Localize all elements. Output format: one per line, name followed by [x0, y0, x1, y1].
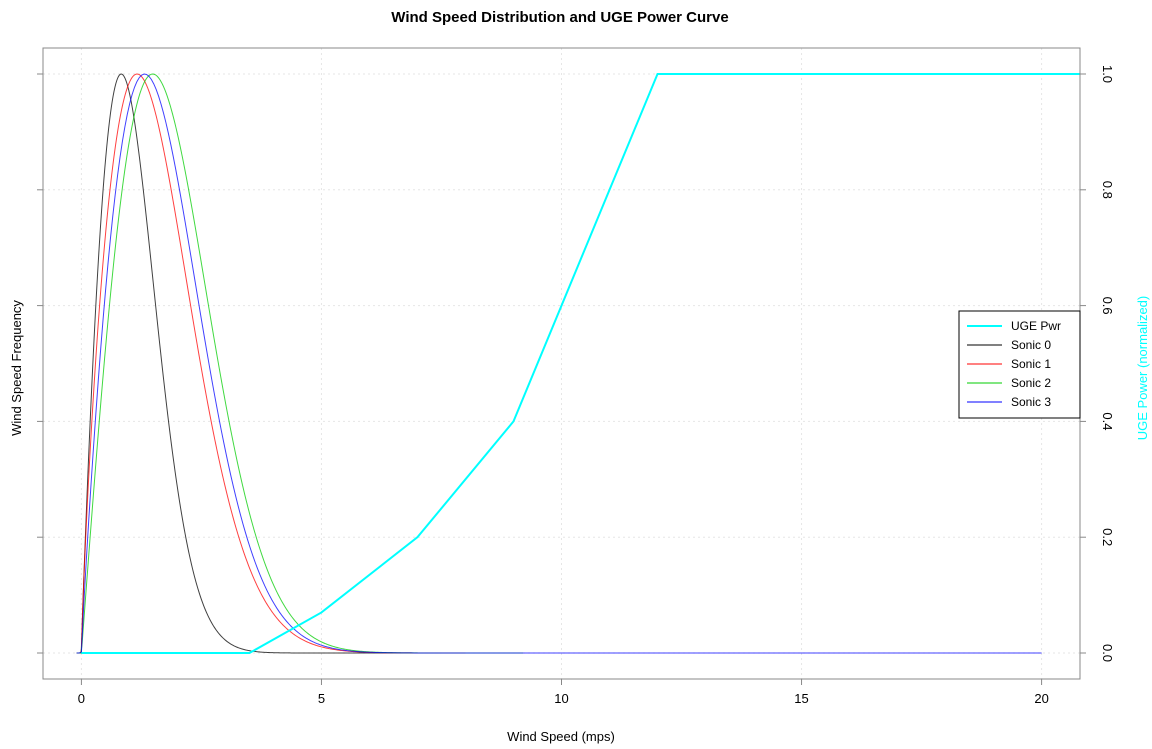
legend-label: Sonic 2 [1011, 376, 1051, 390]
legend-label: Sonic 0 [1011, 338, 1051, 352]
series-line-uge-pwr [81, 73, 1080, 654]
x-axis: 0 5 10 15 20 [37, 73, 1049, 706]
x-tick-label: 20 [1034, 691, 1048, 706]
legend: UGE Pwr Sonic 0 Sonic 1 Sonic 2 Sonic 3 [958, 310, 1081, 419]
x-tick-label: 15 [794, 691, 808, 706]
x-tick-label: 10 [554, 691, 568, 706]
y2-tick-label: 0.4 [1100, 412, 1115, 430]
x-axis-title: Wind Speed (mps) [507, 729, 615, 744]
chart-title: Wind Speed Distribution and UGE Power Cu… [391, 9, 728, 26]
y-axis-title: Wind Speed Frequency [9, 300, 24, 436]
grid [43, 48, 1080, 679]
legend-label: Sonic 3 [1011, 395, 1051, 409]
legend-label: Sonic 1 [1011, 357, 1051, 371]
legend-label: UGE Pwr [1011, 319, 1061, 333]
y2-tick-label: 1.0 [1100, 65, 1115, 83]
y2-axis: 0.0 0.2 0.4 0.6 0.8 1.0 [1080, 65, 1115, 662]
x-tick-label: 0 [78, 691, 85, 706]
x-tick-label: 5 [318, 691, 325, 706]
y2-tick-label: 0.0 [1100, 644, 1115, 662]
series-group [76, 73, 1080, 654]
y2-tick-label: 0.6 [1100, 297, 1115, 315]
y2-tick-label: 0.8 [1100, 181, 1115, 199]
series-line-sonic-3 [76, 73, 1042, 654]
y2-tick-label: 0.2 [1100, 528, 1115, 546]
y2-axis-title: UGE Power (normalized) [1135, 296, 1150, 441]
